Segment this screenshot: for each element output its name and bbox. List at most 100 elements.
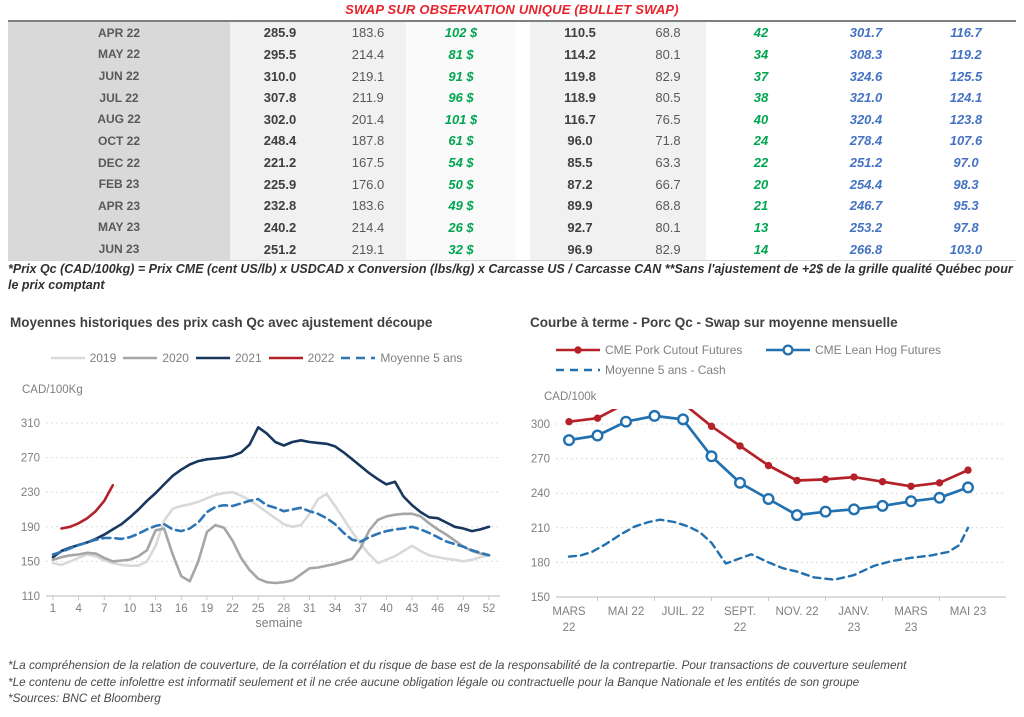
series-cme-pork-cutout-futures [565,409,972,490]
table-row: JUL 22 307.8 211.9 96 $ 118.9 80.5 38 321.0 124.… [8,86,1016,109]
cell-price-qc2: 96.9 [530,238,630,260]
cell-count: 14 [706,238,816,260]
cell-price-qc: 221.2 [230,151,330,174]
cell-price-cme2: 82.9 [630,65,706,87]
svg-text:MAI 22: MAI 22 [608,606,644,618]
legend-label: CME Pork Cutout Futures [605,343,743,357]
legend-swatch-2022 [268,356,303,360]
cell-gap [516,130,530,152]
svg-text:46: 46 [431,603,444,615]
cell-price-cme2: 66.7 [630,173,706,195]
legend-item-2019: 2019 [50,351,116,365]
svg-text:NOV. 22: NOV. 22 [775,606,818,618]
svg-text:28: 28 [277,603,290,615]
svg-text:13: 13 [149,603,162,615]
cell-price-cme2: 68.8 [630,195,706,217]
cell-price-qc2: 116.7 [530,108,630,131]
table-row: OCT 22 248.4 187.8 61 $ 96.0 71.8 24 278.4 107.6 [8,130,1016,152]
cell-swap-qc: 301.7 [816,22,916,44]
left-chart-x-label: semaine [255,616,303,630]
right-chart-y-unit: CAD/100k [544,391,597,403]
cell-swap-cme: 116.7 [916,22,1016,44]
legend-swatch-2021 [195,356,230,360]
cell-price-qc2: 110.5 [530,22,630,44]
cell-month: JUN 23 [8,238,230,260]
cell-price-cme2: 68.8 [630,22,706,44]
cell-price-cme: 214.4 [330,43,406,66]
cell-premium: 96 $ [406,86,516,109]
cell-price-qc2: 89.9 [530,195,630,217]
cell-gap [516,43,530,66]
cell-premium: 81 $ [406,43,516,66]
legend-swatch-cme-pork-cutout-futures [556,346,600,354]
cell-swap-cme: 119.2 [916,43,1016,66]
cell-count: 24 [706,130,816,152]
cell-gap [516,173,530,195]
cell-price-qc: 295.5 [230,43,330,66]
cell-gap [516,86,530,109]
series-2019 [51,490,491,567]
legend-item-2020: 2020 [123,351,189,365]
svg-text:49: 49 [457,603,470,615]
cell-count: 22 [706,151,816,174]
legend-item-cme-pork-cutout-futures: CME Pork Cutout Futures [556,343,766,357]
svg-text:210: 210 [531,523,550,535]
cell-price-qc: 285.9 [230,22,330,44]
footer-note-2: *Le contenu de cette infolettre est info… [8,674,860,689]
cell-price-cme: 211.9 [330,86,406,109]
cell-price-qc: 240.2 [230,216,330,239]
legend-label: 2020 [162,351,189,365]
svg-text:19: 19 [200,603,213,615]
svg-text:52: 52 [483,603,496,615]
cell-swap-qc: 308.3 [816,43,916,66]
footer-note-3: *Sources: BNC et Bloomberg [8,691,161,706]
cell-swap-cme: 97.8 [916,216,1016,239]
cell-price-qc2: 118.9 [530,86,630,109]
left-chart-legend: 2019 2020 2021 2022 Moyenne 5 ans [8,351,505,365]
cell-price-cme: 214.4 [330,216,406,239]
table-row: MAY 22 295.5 214.4 81 $ 114.2 80.1 34 308.3 119.… [8,43,1016,66]
cell-swap-qc: 320.4 [816,108,916,131]
cell-premium: 102 $ [406,22,516,44]
cell-premium: 54 $ [406,151,516,174]
cell-price-qc2: 96.0 [530,130,630,152]
cell-gap [516,151,530,174]
table-row: FEB 23 225.9 176.0 50 $ 87.2 66.7 20 254.4 98.3 [8,173,1016,195]
right-chart-title: Courbe à terme - Porc Qc - Swap sur moye… [530,315,898,330]
legend-swatch-2020 [123,356,158,360]
cell-count: 13 [706,216,816,239]
legend-label: CME Lean Hog Futures [815,343,942,357]
series-moyenne-5-ans---cash [567,518,970,581]
cell-swap-qc: 251.2 [816,151,916,174]
cell-premium: 49 $ [406,195,516,217]
cell-price-qc2: 92.7 [530,216,630,239]
cell-price-cme: 183.6 [330,195,406,217]
cell-swap-cme: 107.6 [916,130,1016,152]
series-2021 [51,426,491,559]
cell-price-qc2: 87.2 [530,173,630,195]
cell-price-qc2: 114.2 [530,43,630,66]
table-row: JUN 22 310.0 219.1 91 $ 119.8 82.9 37 324.6 125.… [8,65,1016,87]
legend-item-cme-lean-hog-futures: CME Lean Hog Futures [766,343,1020,357]
cell-price-cme2: 71.8 [630,130,706,152]
cell-swap-qc: 266.8 [816,238,916,260]
cell-price-cme2: 80.1 [630,43,706,66]
cell-price-cme2: 80.1 [630,216,706,239]
cell-gap [516,216,530,239]
cell-price-cme: 187.8 [330,130,406,152]
cell-premium: 32 $ [406,238,516,260]
svg-text:43: 43 [406,603,419,615]
cell-price-cme: 201.4 [330,108,406,131]
left-chart-title: Moyennes historiques des prix cash Qc av… [10,315,433,330]
legend-label: Moyenne 5 ans [380,351,463,365]
svg-text:180: 180 [531,557,550,569]
svg-text:MAI 23: MAI 23 [950,606,986,618]
cell-month: MAY 23 [8,216,230,239]
cell-count: 42 [706,22,816,44]
legend-swatch-2019 [50,356,85,360]
svg-text:37: 37 [354,603,367,615]
cell-price-qc: 307.8 [230,86,330,109]
table-row: JUN 23 251.2 219.1 32 $ 96.9 82.9 14 266.8 103.0 [8,238,1016,260]
cell-swap-qc: 254.4 [816,173,916,195]
